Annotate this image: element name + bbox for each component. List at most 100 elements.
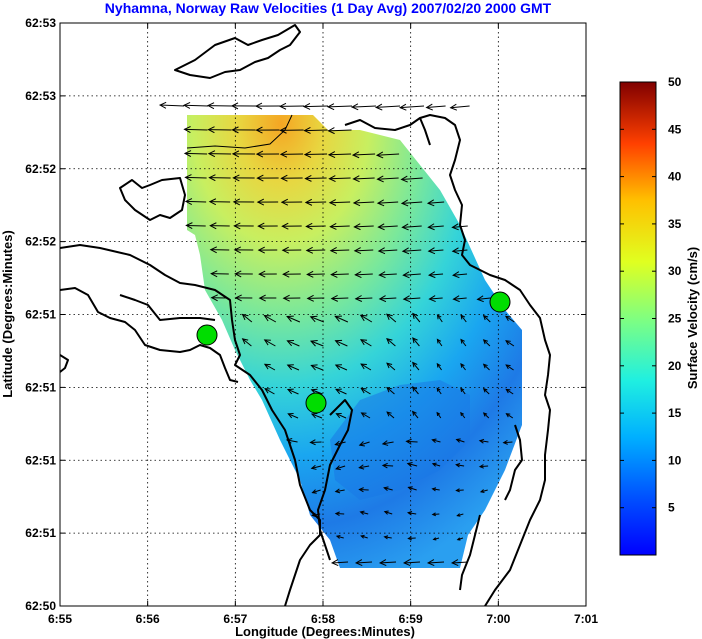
velocity-arrow	[158, 101, 185, 109]
velocity-arrow	[449, 103, 470, 111]
velocity-arrow	[436, 338, 443, 347]
velocity-arrow	[208, 174, 231, 182]
velocity-arrow	[378, 295, 397, 303]
velocity-arrow	[504, 315, 515, 323]
velocity-arrow	[360, 412, 371, 419]
velocity-arrow	[406, 510, 417, 516]
velocity-arrow	[478, 438, 489, 444]
velocity-arrow	[309, 315, 325, 323]
velocity-arrow	[306, 294, 325, 302]
y-tick-label: 62:52	[25, 235, 56, 249]
velocity-arrow	[328, 199, 351, 206]
velocity-arrow	[431, 438, 441, 444]
velocity-arrow	[280, 198, 303, 206]
colorbar-gradient	[619, 81, 657, 556]
velocity-arrow	[279, 126, 304, 134]
velocity-arrow	[183, 150, 208, 157]
velocity-arrow	[233, 222, 254, 230]
x-tick-label: 6:56	[136, 612, 160, 626]
velocity-arrow	[256, 198, 279, 206]
colorbar-tick-label: 45	[668, 122, 682, 136]
velocity-arrow	[311, 512, 321, 518]
velocity-arrow	[482, 363, 490, 371]
velocity-arrow	[383, 510, 393, 515]
colorbar-tick-label: 20	[668, 359, 682, 373]
velocity-arrow	[208, 198, 231, 206]
velocity-arrow	[184, 174, 207, 182]
colorbar-tick-label: 5	[668, 501, 675, 515]
velocity-arrow	[450, 559, 469, 567]
velocity-arrow	[278, 102, 305, 110]
velocity-arrow	[482, 387, 490, 395]
velocity-arrow	[360, 363, 372, 371]
velocity-arrow	[427, 247, 444, 255]
velocity-arrow	[436, 411, 442, 419]
velocity-arrow	[310, 413, 323, 419]
velocity-arrow	[405, 438, 418, 445]
velocity-arrow	[381, 462, 394, 469]
velocity-arrow	[436, 314, 443, 323]
velocity-arrow	[209, 246, 230, 254]
velocity-arrow	[231, 150, 256, 158]
colorbar-tick-label: 30	[668, 264, 682, 278]
velocity-arrow	[335, 388, 347, 395]
colorbar-tick-label: 35	[668, 217, 682, 231]
y-tick-label: 62:52	[25, 162, 56, 176]
velocity-arrow	[386, 362, 396, 371]
velocity-arrow	[286, 388, 299, 395]
velocity-arrow	[428, 295, 443, 303]
velocity-arrow	[353, 223, 374, 231]
velocity-arrow	[400, 199, 423, 207]
velocity-arrow	[412, 386, 419, 395]
velocity-arrow	[350, 103, 377, 111]
velocity-arrow	[282, 270, 301, 278]
y-tick-label: 62:51	[25, 526, 56, 540]
velocity-arrow	[359, 510, 369, 515]
velocity-arrow	[232, 174, 255, 182]
velocity-arrow	[359, 339, 372, 347]
velocity-arrow	[263, 363, 276, 371]
velocity-arrow	[285, 438, 298, 444]
velocity-arrow	[427, 271, 444, 279]
velocity-arrow	[460, 363, 466, 371]
velocity-arrow	[304, 174, 327, 182]
velocity-arrow	[354, 271, 373, 278]
y-tick-label: 62:53	[25, 89, 56, 103]
velocity-arrow	[334, 339, 348, 347]
velocity-arrow	[326, 103, 353, 111]
station-markers	[196, 291, 511, 414]
velocity-arrow	[210, 294, 229, 302]
plot-area	[60, 23, 586, 606]
velocity-arrow	[436, 387, 442, 395]
velocity-arrow	[482, 339, 491, 347]
velocity-arrow	[386, 313, 397, 323]
velocity-arrow	[182, 102, 209, 109]
colorbar-tick-label: 50	[668, 75, 682, 89]
velocity-arrow	[334, 488, 345, 494]
chart-title: Nyhamna, Norway Raw Velocities (1 Day Av…	[105, 0, 552, 16]
velocity-arrow	[258, 270, 277, 278]
velocity-arrow	[309, 340, 324, 347]
velocity-arrow	[255, 150, 280, 158]
velocity-arrow	[330, 559, 349, 567]
velocity-arrow	[377, 247, 398, 255]
colorbar-tick-label: 25	[668, 312, 682, 326]
velocity-arrow	[334, 315, 349, 323]
velocity-arrow	[354, 295, 373, 302]
station-east-marker[interactable]	[489, 291, 511, 313]
velocity-arrow	[383, 486, 393, 492]
y-tick-label: 62:51	[25, 380, 56, 394]
velocity-arrow	[254, 102, 281, 110]
velocity-arrow	[378, 559, 397, 567]
velocity-arrow	[304, 198, 327, 206]
station-south-marker[interactable]	[305, 392, 327, 414]
velocity-arrow	[257, 246, 278, 254]
station-west-marker[interactable]	[196, 324, 218, 346]
velocity-arrow	[358, 441, 370, 447]
velocity-arrow	[264, 388, 275, 395]
coastline	[60, 24, 551, 606]
velocity-arrow	[330, 294, 349, 302]
velocity-arrow	[353, 247, 374, 255]
x-axis-label: Longitude (Degrees:Minutes)	[235, 624, 415, 639]
velocity-arrow	[455, 488, 464, 493]
